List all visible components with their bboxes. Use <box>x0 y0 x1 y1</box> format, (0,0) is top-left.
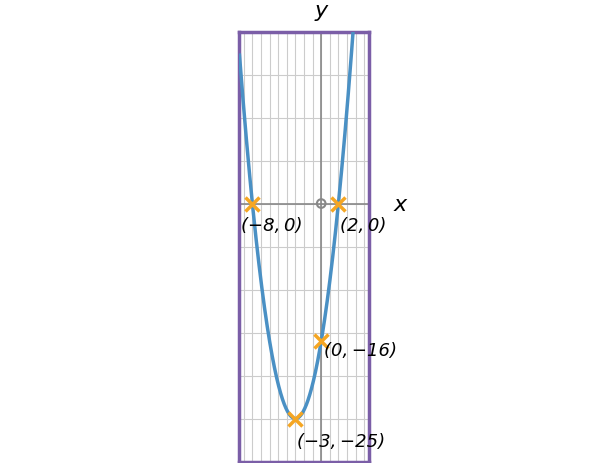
Text: (−3, −25): (−3, −25) <box>297 432 385 450</box>
Text: x: x <box>393 194 407 214</box>
Text: (−8, 0): (−8, 0) <box>241 217 303 235</box>
Text: (0, −16): (0, −16) <box>324 341 397 359</box>
Text: (2, 0): (2, 0) <box>340 217 387 235</box>
Text: y: y <box>315 1 328 21</box>
